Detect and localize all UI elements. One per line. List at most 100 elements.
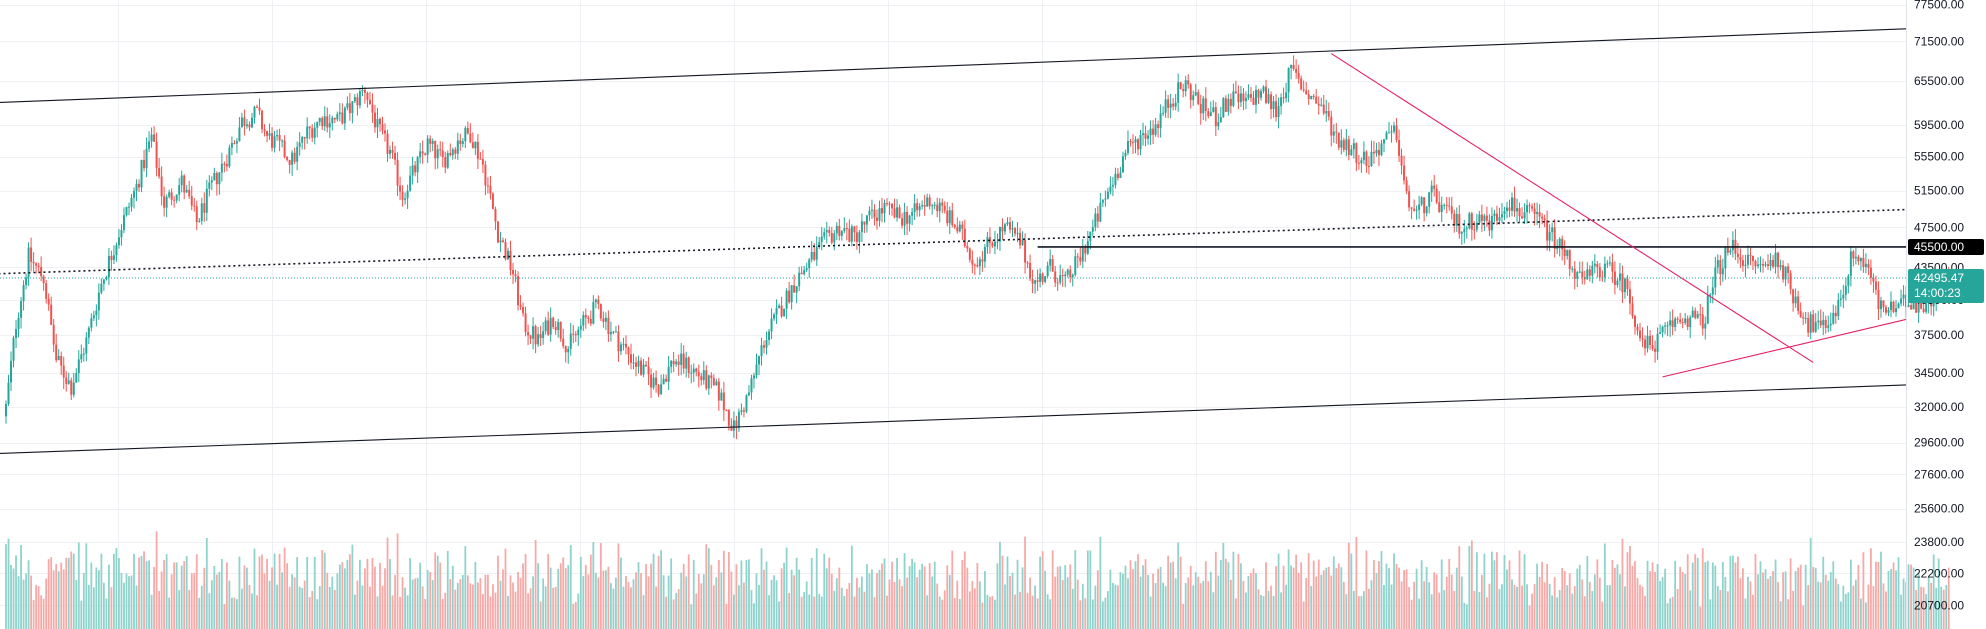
candle-body xyxy=(1536,212,1539,215)
volume-bar xyxy=(1754,553,1757,629)
candle-body xyxy=(82,353,85,355)
volume-bar xyxy=(1676,589,1679,629)
candle-body xyxy=(1762,264,1764,266)
candle-body xyxy=(951,210,954,225)
candle-body xyxy=(358,91,361,106)
volume-bar xyxy=(815,548,818,629)
volume-bar xyxy=(878,569,881,629)
candle-body xyxy=(1039,273,1042,282)
volume-bar xyxy=(1772,571,1774,629)
volume-bar xyxy=(901,586,903,629)
candle-body xyxy=(647,366,650,375)
volume-bar xyxy=(758,585,760,629)
candle-body xyxy=(301,137,304,143)
candle-body xyxy=(7,382,10,404)
candle-body xyxy=(72,382,75,395)
volume-bar xyxy=(1059,566,1062,629)
candle-body xyxy=(5,403,7,417)
volume-bar xyxy=(868,573,871,629)
candle-body xyxy=(1864,263,1867,267)
volume-bar xyxy=(381,585,384,629)
candle-body xyxy=(1804,318,1807,320)
candle-body xyxy=(1192,95,1195,101)
volume-bar xyxy=(705,544,708,629)
volume-bar xyxy=(1443,590,1446,629)
candle-body xyxy=(963,228,966,247)
candle-body xyxy=(1272,101,1275,110)
volume-bar xyxy=(650,563,652,629)
volume-bar xyxy=(256,595,258,629)
volume-bar xyxy=(145,561,148,629)
volume-bar xyxy=(554,586,557,629)
candle-body xyxy=(1425,206,1428,214)
candle-body xyxy=(1739,257,1742,261)
volume-bar xyxy=(1546,564,1549,629)
candle-body xyxy=(1332,131,1335,136)
candle-body xyxy=(1154,124,1157,135)
volume-bar xyxy=(1257,589,1260,629)
candle-body xyxy=(1854,256,1857,259)
volume-bar xyxy=(810,558,813,629)
volume-bar xyxy=(1127,578,1129,629)
y-tick-label: 37500.00 xyxy=(1914,328,1964,342)
price-axis[interactable]: 77500.0071500.0065500.0059500.0055500.00… xyxy=(1906,0,1985,629)
candle-body xyxy=(946,210,949,224)
volume-bar xyxy=(1857,564,1860,629)
candle-body xyxy=(1616,280,1619,285)
volume-bar xyxy=(1272,595,1275,629)
volume-bar xyxy=(780,568,783,629)
volume-bar xyxy=(547,553,550,629)
volume-bar xyxy=(1134,561,1137,629)
volume-bar xyxy=(720,572,723,629)
volume-bar xyxy=(1280,592,1282,629)
candle-body xyxy=(579,325,582,330)
volume-bar xyxy=(1877,561,1880,629)
volume-bar xyxy=(552,587,555,629)
candle-body xyxy=(273,136,276,148)
candle-body xyxy=(1895,308,1898,312)
volume-bar xyxy=(991,596,994,629)
volume-bar xyxy=(627,582,630,629)
candle-body xyxy=(213,173,216,181)
volume-bar xyxy=(825,568,828,629)
candle-body xyxy=(97,292,100,311)
candle-body xyxy=(77,359,80,374)
candle-body xyxy=(567,348,570,353)
candle-body xyxy=(1267,94,1270,103)
candle-body xyxy=(1495,213,1498,221)
volume-bar xyxy=(497,555,499,629)
volume-bar xyxy=(1553,577,1556,629)
candle-body xyxy=(1129,141,1132,143)
candle-body xyxy=(604,317,607,322)
candle-body xyxy=(188,189,191,197)
candle-body xyxy=(840,231,843,236)
volume-bar xyxy=(1862,552,1865,629)
volume-bar xyxy=(1639,584,1641,629)
volume-bar xyxy=(1581,579,1584,629)
candle-body xyxy=(1493,213,1496,217)
candle-body xyxy=(702,370,705,381)
volume-bar xyxy=(1101,601,1104,629)
candle-body xyxy=(245,124,248,127)
candle-body xyxy=(22,285,25,302)
candle-body xyxy=(112,255,115,260)
candle-body xyxy=(637,360,640,367)
volume-bar xyxy=(1370,580,1373,629)
volume-bar xyxy=(1365,550,1368,629)
volume-bar xyxy=(1076,579,1079,629)
candle-body xyxy=(1375,149,1378,154)
candle-body xyxy=(431,140,434,144)
candle-body xyxy=(271,133,274,148)
candle-body xyxy=(203,203,206,213)
candle-body xyxy=(617,331,620,352)
candle-body xyxy=(1618,273,1621,281)
candle-body xyxy=(1144,133,1147,139)
volume-bar xyxy=(52,570,55,629)
volume-bar xyxy=(1536,563,1538,629)
volume-bar xyxy=(238,556,241,629)
volume-bar xyxy=(441,598,444,629)
volume-bar xyxy=(271,567,273,629)
volume-bar xyxy=(1709,599,1712,629)
